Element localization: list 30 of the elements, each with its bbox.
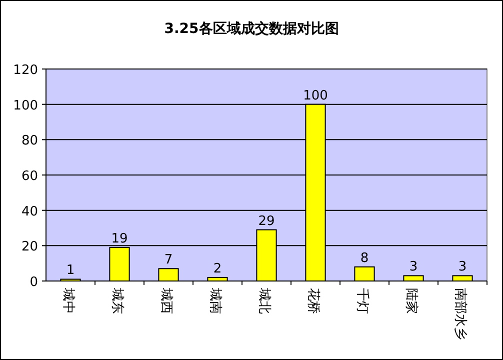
- y-tick-label: 100: [13, 98, 38, 114]
- data-label: 3: [409, 260, 418, 275]
- data-label: 29: [258, 214, 275, 229]
- x-tick-label: 花桥: [306, 288, 320, 314]
- data-label: 2: [213, 261, 222, 276]
- data-label: 3: [458, 260, 467, 275]
- bar: [158, 268, 179, 282]
- x-tick-label: 城南: [208, 287, 222, 314]
- data-label: 8: [360, 250, 369, 266]
- data-label: 7: [164, 252, 173, 268]
- bar: [354, 266, 375, 282]
- data-label: 1: [66, 263, 75, 278]
- data-label: 100: [303, 88, 328, 104]
- y-tick-label: 120: [13, 63, 38, 78]
- y-tick-label: 0: [30, 275, 38, 290]
- x-tick-label: 千灯: [354, 288, 370, 314]
- y-tick-label: 40: [21, 204, 38, 220]
- data-label: 19: [111, 231, 128, 246]
- bar: [452, 275, 473, 282]
- x-tick-label: 陆家: [404, 288, 420, 314]
- x-tick-label: 城东: [110, 287, 124, 314]
- x-tick-label: 城西: [158, 287, 174, 314]
- x-tick-label: 南部水乡: [452, 288, 468, 340]
- x-tick-label: 城北: [256, 287, 272, 314]
- chart-title: 3.25各区域成交数据对比图: [164, 20, 339, 37]
- y-tick-label: 80: [21, 134, 38, 149]
- y-tick-label: 60: [21, 169, 38, 184]
- bar: [403, 275, 424, 282]
- y-tick-label: 20: [21, 240, 38, 255]
- x-tick-label: 城中: [60, 287, 76, 314]
